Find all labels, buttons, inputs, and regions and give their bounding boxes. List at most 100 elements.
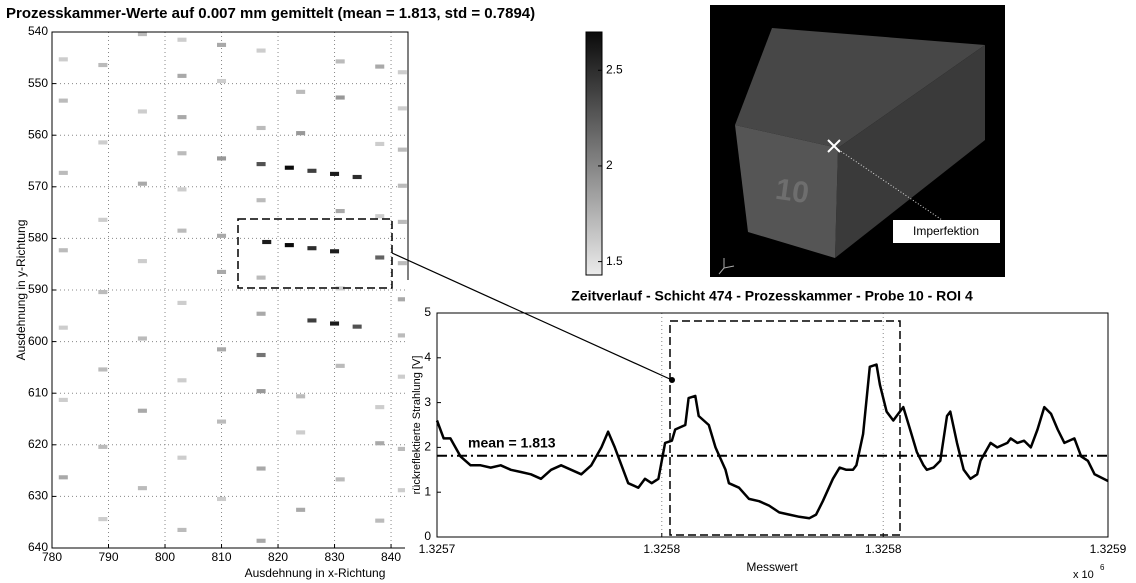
cell: [398, 220, 407, 224]
x-axis-label: Ausdehnung in x-Richtung: [245, 566, 386, 580]
cell: [59, 326, 68, 330]
cell: [177, 115, 186, 119]
cell: [98, 517, 107, 521]
cell: [217, 43, 226, 47]
cell: [217, 347, 226, 351]
cell: [217, 270, 226, 274]
cell: [217, 156, 226, 160]
x-axis-label: Messwert: [746, 560, 798, 574]
cell: [59, 398, 68, 402]
y-tick-label: 620: [28, 437, 48, 451]
cell: [177, 301, 186, 305]
y-tick-label: 5: [424, 305, 431, 319]
y-tick-label: 580: [28, 231, 48, 245]
cell: [296, 90, 305, 94]
cell: [296, 430, 305, 434]
cell: [138, 109, 147, 113]
cell: [177, 378, 186, 382]
cell: [177, 38, 186, 42]
cell: [307, 318, 316, 322]
cell: [98, 218, 107, 222]
cell: [257, 539, 266, 543]
cell: [138, 182, 147, 186]
figure-background: [405, 280, 1136, 583]
cell: [375, 519, 384, 523]
cell: [59, 57, 68, 61]
chart-title: Zeitverlauf - Schicht 474 - Prozesskamme…: [571, 288, 973, 304]
cell: [330, 172, 339, 176]
mean-label: mean = 1.813: [468, 434, 556, 450]
cell: [98, 290, 107, 294]
chart-title: Prozesskammer-Werte auf 0.007 mm gemitte…: [6, 5, 535, 22]
x-tick-label: 1.3258: [865, 542, 902, 556]
cell: [217, 79, 226, 83]
cell: [138, 409, 147, 413]
y-tick-label: 640: [28, 540, 48, 554]
cell: [59, 248, 68, 252]
cell: [398, 148, 407, 152]
cell: [177, 229, 186, 233]
x-exponent-power: 6: [1100, 563, 1105, 572]
cell: [336, 364, 345, 368]
render-label: 10: [773, 173, 811, 210]
cell: [375, 405, 384, 409]
cell: [257, 126, 266, 130]
y-tick-label: 0: [424, 529, 431, 543]
y-tick-label: 590: [28, 282, 48, 296]
y-axis-label: Ausdehnung in y-Richtung: [14, 220, 28, 361]
cell: [296, 131, 305, 135]
y-tick-label: 560: [28, 127, 48, 141]
cell: [398, 70, 407, 74]
figure: Prozesskammer-Werte auf 0.007 mm gemitte…: [0, 0, 1136, 583]
cell: [257, 466, 266, 470]
y-axis-label: rückreflektierte Strahlung [V]: [411, 356, 423, 495]
cell: [296, 394, 305, 398]
x-exponent-base: x 10: [1073, 569, 1094, 581]
x-tick-label: 810: [212, 550, 232, 564]
cell: [336, 209, 345, 213]
cell: [262, 240, 271, 244]
cell: [257, 312, 266, 316]
cell: [353, 325, 362, 329]
cell: [307, 169, 316, 173]
x-tick-label: 790: [98, 550, 118, 564]
cell: [177, 74, 186, 78]
colorbar-tick-label: 2: [606, 158, 613, 172]
cell: [217, 497, 226, 501]
cell: [138, 486, 147, 490]
cell: [257, 276, 266, 280]
x-tick-label: 820: [268, 550, 288, 564]
y-tick-label: 2: [424, 440, 431, 454]
y-tick-label: 570: [28, 179, 48, 193]
cell: [336, 95, 345, 99]
x-tick-label: 800: [155, 550, 175, 564]
cell: [336, 477, 345, 481]
cell: [398, 184, 407, 188]
cell: [336, 59, 345, 63]
cell: [398, 106, 407, 110]
cell: [296, 508, 305, 512]
connector-dot: [669, 377, 675, 383]
y-tick-label: 550: [28, 76, 48, 90]
x-tick-label: 1.3258: [643, 542, 680, 556]
cell: [217, 234, 226, 238]
cell: [307, 246, 316, 250]
y-tick-label: 630: [28, 489, 48, 503]
cell: [177, 151, 186, 155]
cell: [375, 255, 384, 259]
cell: [375, 65, 384, 69]
cell: [375, 441, 384, 445]
x-tick-label: 1.3259: [1090, 542, 1127, 556]
cell: [285, 166, 294, 170]
annotation-text: Imperfektion: [913, 224, 979, 238]
cell: [59, 99, 68, 103]
y-tick-label: 1: [424, 484, 431, 498]
cell: [138, 336, 147, 340]
x-tick-label: 830: [325, 550, 345, 564]
x-tick-label: 840: [381, 550, 401, 564]
render-image: 10 Imperfektion: [710, 5, 1005, 277]
cell: [330, 249, 339, 253]
cell: [98, 445, 107, 449]
cell: [257, 198, 266, 202]
cell: [98, 63, 107, 67]
